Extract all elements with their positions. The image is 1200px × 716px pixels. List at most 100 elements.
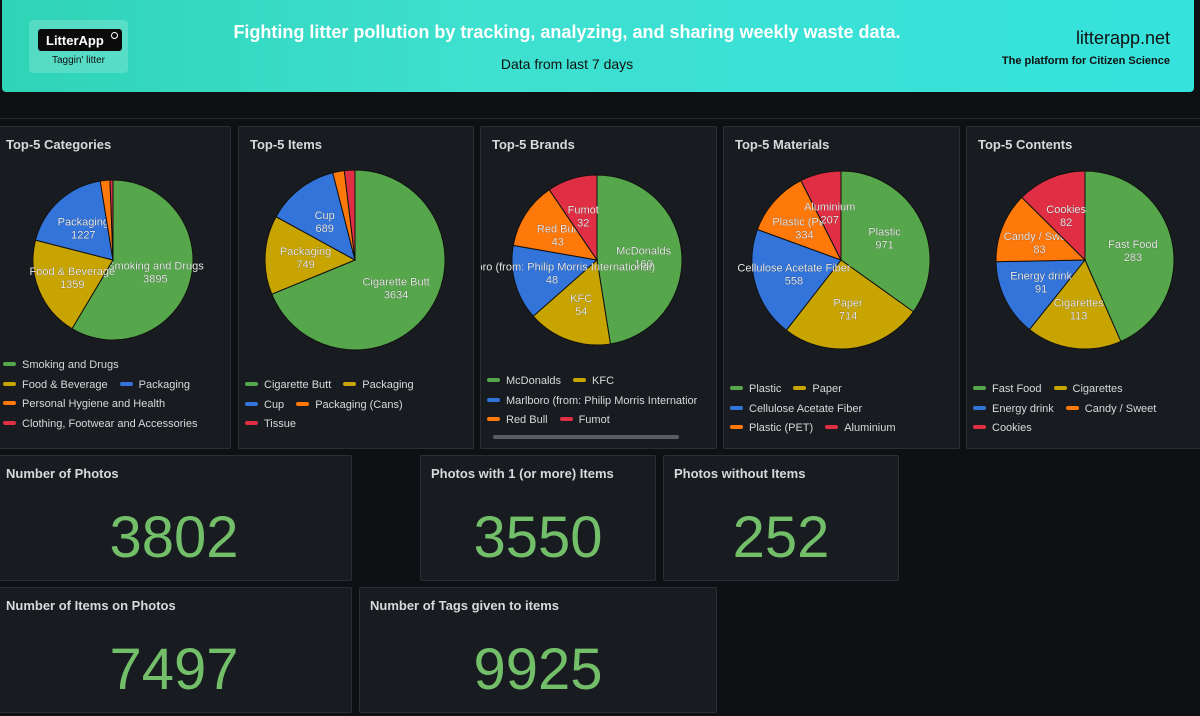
- legend-label: Personal Hygiene and Health: [22, 398, 166, 410]
- pie-slice[interactable]: [995, 196, 1087, 263]
- panel-title: Top-5 Materials: [735, 137, 830, 152]
- pie-slice-label: Fast Food 283: [1108, 239, 1158, 264]
- legend-swatch: [245, 382, 258, 387]
- legend-swatch: [730, 386, 743, 391]
- legend-swatch: [343, 382, 357, 387]
- pie-slice-label: Smoking and Drugs 3895: [107, 261, 204, 286]
- panel-top-materials: Top-5 Materials Plastic 971 Paper 714 Cellul…: [723, 126, 960, 449]
- legend-scrollbar[interactable]: [493, 435, 679, 439]
- legend-item[interactable]: Food & Beverage: [3, 376, 108, 396]
- chart-legend: Fast Food Cigarettes Energy drink Candy / S…: [973, 380, 1168, 439]
- legend-label: Cellulose Acetate Fiber: [749, 402, 863, 415]
- legend-swatch: [487, 378, 500, 383]
- legend-item[interactable]: Red Bull: [487, 411, 548, 431]
- pie-slice[interactable]: [71, 179, 194, 341]
- legend-label: Cup: [264, 398, 285, 411]
- pie-slice[interactable]: [596, 174, 683, 345]
- pie-slice[interactable]: [343, 169, 356, 261]
- legend-item[interactable]: Cellulose Acetate Fiber: [730, 400, 862, 420]
- pie-slice[interactable]: [1084, 170, 1175, 343]
- legend-label: Fumot: [578, 414, 610, 426]
- pie-slice[interactable]: [785, 259, 915, 350]
- row-divider: [0, 118, 1200, 119]
- stat-value: 3802: [109, 505, 239, 570]
- stat-value: 3550: [473, 505, 603, 570]
- legend-item[interactable]: Fast Food: [973, 380, 1042, 400]
- legend-label: Plastic: [749, 383, 782, 395]
- legend-swatch: [973, 386, 986, 391]
- stat-title: Photos without Items: [674, 466, 806, 481]
- site-tagline: The platform for Citizen Science: [1001, 55, 1170, 67]
- pie-slice[interactable]: [512, 188, 599, 261]
- legend-label: Plastic (PET): [749, 422, 814, 434]
- pie-slice[interactable]: [1021, 170, 1086, 262]
- legend-item[interactable]: Marlboro (from: Philip Morris Internatio…: [487, 392, 697, 412]
- legend-item[interactable]: Tissue: [245, 415, 296, 435]
- pie-slice[interactable]: [548, 174, 598, 262]
- logo-badge: LitterApp: [38, 29, 122, 51]
- legend-item[interactable]: Packaging: [119, 376, 190, 396]
- legend-swatch: [973, 405, 986, 410]
- pie-slice[interactable]: [34, 180, 114, 261]
- legend-item[interactable]: Cigarettes: [1053, 380, 1123, 400]
- pie-slice[interactable]: [1028, 259, 1122, 350]
- legend-item[interactable]: Cup: [245, 396, 284, 416]
- pie-chart[interactable]: Plastic 971 Paper 714 Cellulose Acetate Fibe…: [724, 167, 956, 357]
- legend-item[interactable]: Candy / Sweet: [1065, 400, 1156, 420]
- legend-item[interactable]: Paper: [793, 380, 842, 400]
- legend-item[interactable]: Cigarette Butt: [245, 376, 331, 396]
- pie-slice-label: Cigarettes 113: [1054, 298, 1105, 323]
- legend-label: Red Bull: [506, 414, 548, 426]
- legend-item[interactable]: Packaging (Cans): [296, 396, 403, 416]
- legend-item[interactable]: Packaging: [343, 376, 414, 396]
- legend-item[interactable]: Fumot: [559, 411, 610, 431]
- pie-slice[interactable]: [995, 259, 1087, 331]
- pie-slice[interactable]: [840, 170, 931, 313]
- pie-slice[interactable]: [751, 228, 842, 331]
- site-link[interactable]: litterapp.net: [1075, 28, 1170, 48]
- pie-slice-label: Fumot 32: [568, 204, 599, 229]
- legend-item[interactable]: Clothing, Footwear and Accessories: [3, 415, 197, 435]
- pie-slice-label: Packaging 749: [280, 246, 331, 271]
- legend-label: Food & Beverage: [22, 378, 108, 391]
- banner-title: Fighting litter pollution by tracking, a…: [233, 22, 901, 42]
- pie-slice[interactable]: [756, 179, 843, 261]
- legend-item[interactable]: Aluminium: [825, 419, 896, 439]
- app-logo[interactable]: LitterApp Taggin' litter: [29, 20, 128, 73]
- pie-slice[interactable]: [32, 239, 114, 330]
- pie-slice[interactable]: [532, 259, 611, 346]
- pie-slice[interactable]: [511, 244, 599, 317]
- pie-slice[interactable]: [264, 216, 357, 295]
- legend-label: Paper: [812, 383, 842, 395]
- legend-item[interactable]: Personal Hygiene and Health: [3, 395, 165, 415]
- legend-swatch: [730, 405, 743, 410]
- legend-item[interactable]: Plastic: [730, 380, 781, 400]
- pie-slice[interactable]: [271, 169, 446, 351]
- pie-slice[interactable]: [275, 172, 356, 261]
- panel-title: Top-5 Brands: [492, 137, 575, 152]
- legend-item[interactable]: Plastic (PET): [730, 419, 813, 439]
- legend-item[interactable]: KFC: [573, 372, 614, 392]
- legend-item[interactable]: Smoking and Drugs: [3, 356, 119, 376]
- legend-item[interactable]: McDonalds: [487, 372, 561, 392]
- legend-item[interactable]: Energy drink: [973, 400, 1054, 420]
- pie-slice[interactable]: [800, 170, 842, 261]
- legend-swatch: [1065, 405, 1079, 410]
- panel-title: Top-5 Categories: [6, 137, 112, 152]
- pie-slice-label: Paper 714: [833, 297, 863, 322]
- legend-label: Marlboro (from: Philip Morris Internatio…: [506, 394, 698, 407]
- pie-slice-label: Cookies 82: [1046, 204, 1086, 229]
- logo-dot-icon: [111, 32, 118, 39]
- pie-slice-label: Energy drink 91: [1010, 271, 1072, 296]
- stat-items-on-photos: Number of Items on Photos 7497: [0, 587, 352, 713]
- pie-chart[interactable]: Cigarette Butt 3634 Packaging 749 Cup 689: [239, 167, 471, 357]
- legend-label: KFC: [592, 375, 615, 387]
- legend-swatch: [793, 386, 807, 391]
- legend-item[interactable]: Cookies: [973, 419, 1032, 439]
- legend-swatch: [1053, 386, 1067, 391]
- pie-slice[interactable]: [109, 179, 114, 261]
